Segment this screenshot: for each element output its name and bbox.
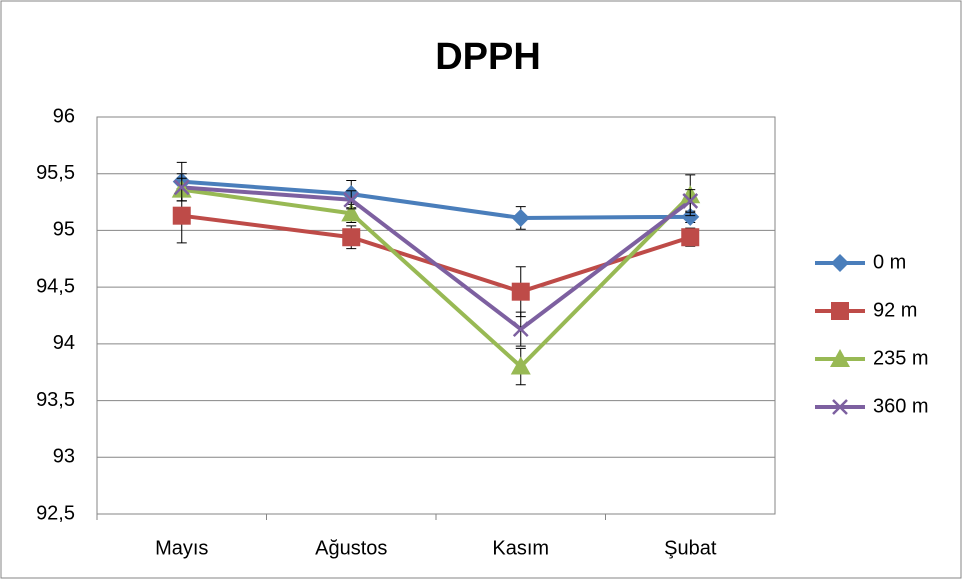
y-tick-label: 96 [53, 105, 75, 127]
data-point [682, 193, 699, 209]
data-point [511, 282, 530, 301]
legend-label: 360 m [873, 395, 929, 417]
legend-marker [832, 399, 848, 415]
x-tick-label: Kasım [492, 537, 549, 559]
data-point [341, 203, 362, 222]
data-point [510, 356, 531, 375]
series-line [181, 187, 692, 369]
data-point [172, 206, 191, 225]
y-tick-label: 95 [53, 219, 75, 241]
series-line [181, 185, 692, 332]
data-point [343, 191, 360, 208]
data-point [173, 179, 190, 196]
legend-label: 92 m [873, 299, 917, 321]
data-point [342, 228, 361, 247]
legend-marker [830, 349, 850, 367]
y-tick-label: 94 [53, 332, 75, 354]
y-tick-label: 93 [53, 446, 75, 468]
legend-label: 235 m [873, 347, 929, 369]
x-tick-label: Mayıs [155, 537, 208, 559]
chart-title: DPPH [435, 36, 541, 78]
y-tick-label: 93,5 [36, 389, 75, 411]
legend-marker [831, 254, 849, 272]
data-point [681, 228, 700, 247]
data-point [511, 208, 530, 227]
legend-label: 0 m [873, 251, 906, 273]
y-tick-label: 95,5 [36, 162, 75, 184]
y-tick-label: 92,5 [36, 502, 75, 524]
y-tick-label: 94,5 [36, 275, 75, 297]
x-tick-label: Şubat [664, 537, 717, 559]
series-line [181, 179, 691, 220]
legend-marker [831, 302, 849, 320]
x-tick-label: Ağustos [315, 537, 387, 559]
data-point [512, 321, 529, 337]
